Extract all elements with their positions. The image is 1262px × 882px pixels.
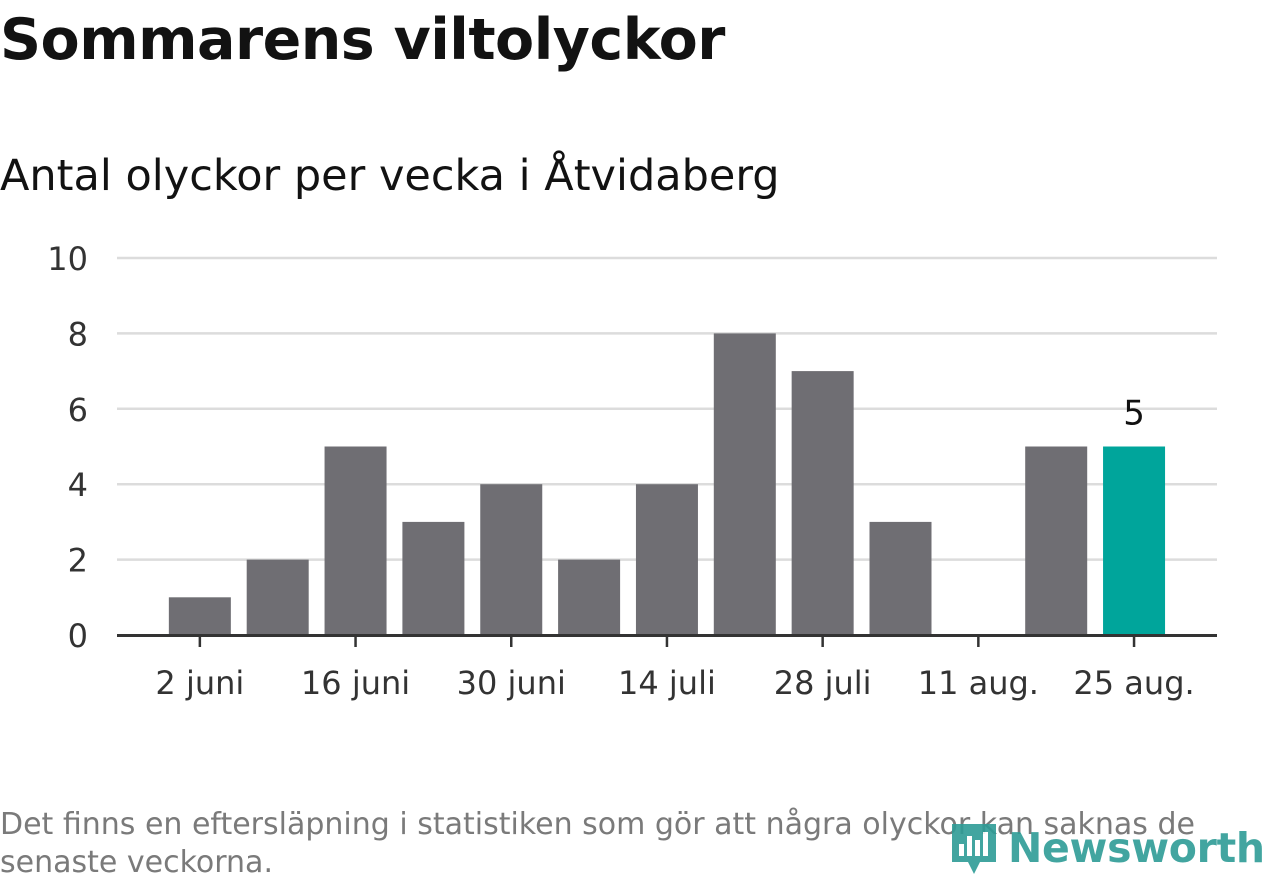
chart-subtitle: Antal olyckor per vecka i Åtvidaberg: [0, 151, 780, 201]
x-tick-label: 2 juni: [155, 664, 244, 702]
y-tick-label: 6: [68, 391, 88, 429]
bar: [168, 597, 231, 635]
bar: [1103, 446, 1166, 635]
y-tick-label: 2: [68, 542, 88, 580]
y-tick-label: 10: [47, 240, 88, 278]
x-tick-label: 11 aug.: [918, 664, 1039, 702]
bar-chart: 0 2 4 6 8 10 2 juni 16 juni 30 juni 14 juli 28 jul…: [47, 240, 1217, 702]
bar: [869, 521, 932, 635]
x-tick-label: 16 juni: [301, 664, 410, 702]
x-tick-label: 30 juni: [457, 664, 566, 702]
brand-name: Newsworthy: [1008, 824, 1262, 872]
bar: [635, 484, 698, 635]
x-tick-label: 28 juli: [774, 664, 872, 702]
y-tick-label: 8: [68, 315, 88, 353]
chart-title: Sommarens viltolyckor: [0, 7, 725, 73]
x-tick-label: 25 aug.: [1073, 664, 1194, 702]
newsworthy-logo-icon: [952, 824, 996, 874]
x-tick-label: 14 juli: [618, 664, 716, 702]
y-tick-label: 4: [68, 466, 88, 504]
bar: [558, 559, 621, 635]
data-label: 5: [1123, 394, 1145, 434]
bar: [1025, 446, 1088, 635]
brand-logo: Newsworthy: [950, 818, 1262, 878]
bar: [480, 484, 543, 635]
bar: [324, 446, 387, 635]
bar: [713, 333, 776, 635]
bar: [246, 559, 309, 635]
bar: [791, 371, 854, 635]
bar: [402, 521, 465, 635]
y-tick-label: 0: [68, 617, 88, 655]
